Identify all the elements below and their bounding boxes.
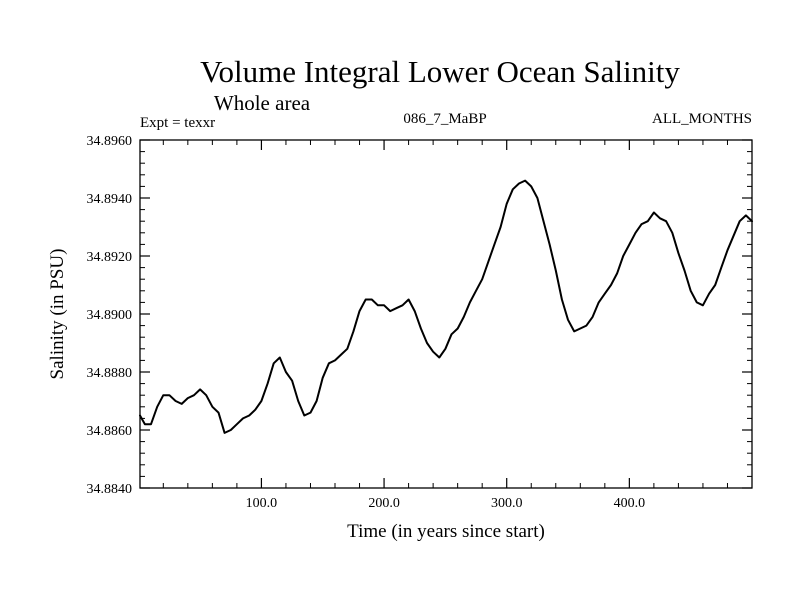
y-axis-label: Salinity (in PSU): [47, 249, 68, 380]
y-tick-label: 34.8900: [87, 308, 133, 323]
plot-frame: [139, 139, 753, 489]
series-line-salinity: [139, 179, 753, 434]
run-label: 086_7_MaBP: [403, 111, 486, 127]
x-axis-label: Time (in years since start): [347, 521, 545, 542]
y-tick-label: 34.8920: [87, 250, 133, 265]
x-tick-label: 400.0: [614, 496, 646, 511]
chart-subtitle: Whole area: [214, 91, 311, 115]
y-tick-label: 34.8840: [87, 482, 133, 497]
months-label: ALL_MONTHS: [652, 111, 752, 127]
y-tick-label: 34.8880: [87, 366, 133, 381]
series-layer: [139, 179, 753, 434]
x-tick-label: 200.0: [368, 496, 400, 511]
experiment-label: Expt = texxr: [140, 115, 215, 131]
x-tick-label: 100.0: [246, 496, 278, 511]
chart-title: Volume Integral Lower Ocean Salinity: [200, 54, 680, 89]
y-tick-label: 34.8940: [87, 192, 133, 207]
y-axis: 34.8840 34.8860 34.8880 34.8900 34.8920 34.89…: [87, 134, 752, 497]
y-tick-label: 34.8860: [87, 424, 133, 439]
y-tick-label: 34.8960: [87, 134, 133, 149]
x-tick-label: 300.0: [491, 496, 523, 511]
x-axis: 100.0 200.0 300.0 400.0: [162, 140, 728, 511]
